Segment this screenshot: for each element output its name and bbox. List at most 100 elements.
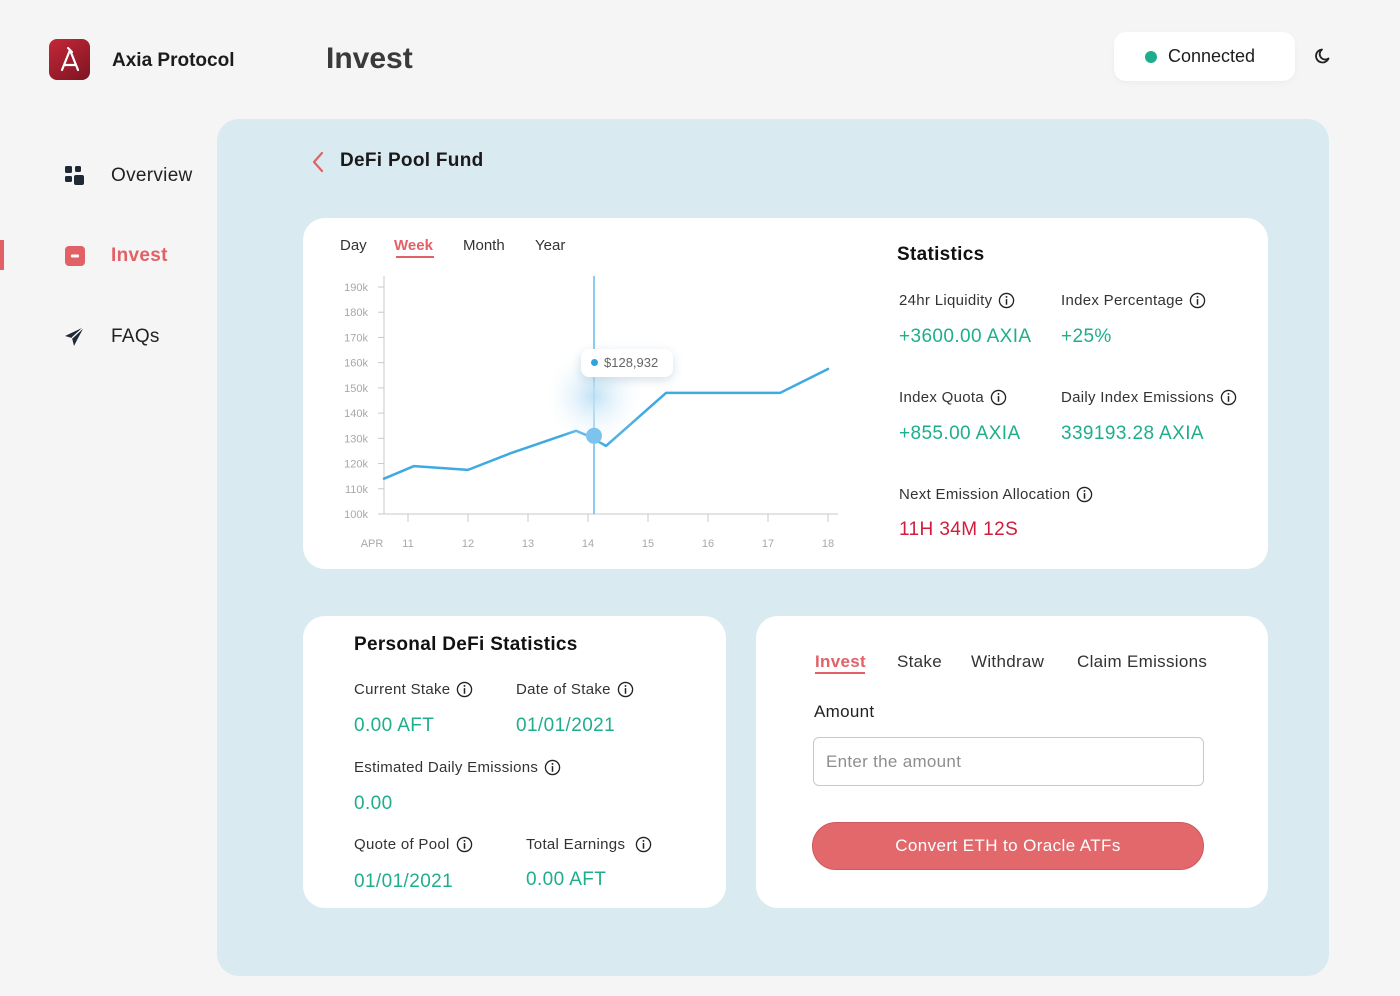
convert-button[interactable]: Convert ETH to Oracle ATFs bbox=[812, 822, 1204, 870]
daily-emissions-label: Daily Index Emissions bbox=[1061, 389, 1237, 406]
total-earnings-label: Total Earnings bbox=[526, 836, 652, 853]
x-tick-label: APR bbox=[361, 538, 384, 550]
x-tick-label: 13 bbox=[522, 538, 534, 550]
liquidity-label: 24hr Liquidity bbox=[899, 292, 1015, 309]
x-tick-label: 15 bbox=[642, 538, 654, 550]
sidebar-item-label: FAQs bbox=[111, 326, 160, 347]
y-tick-label: 110k bbox=[345, 484, 369, 496]
tab-week[interactable]: Week bbox=[394, 237, 433, 254]
quote-of-pool-label-text: Quote of Pool bbox=[354, 836, 450, 853]
x-tick-label: 16 bbox=[702, 538, 714, 550]
next-emission-label-text: Next Emission Allocation bbox=[899, 486, 1071, 503]
y-tick-label: 160k bbox=[344, 358, 368, 370]
index-percentage-value: +25% bbox=[1061, 326, 1112, 347]
index-quota-label-text: Index Quota bbox=[899, 389, 985, 406]
active-tab-underline bbox=[396, 256, 434, 258]
x-tick-label: 18 bbox=[822, 538, 834, 550]
info-icon[interactable] bbox=[544, 759, 561, 776]
chart-card bbox=[303, 218, 1268, 569]
y-tick-label: 100k bbox=[344, 509, 368, 521]
tooltip-dot bbox=[591, 359, 598, 366]
tab-claim-emissions[interactable]: Claim Emissions bbox=[1077, 652, 1208, 671]
tooltip-value: $128,932 bbox=[604, 355, 659, 370]
price-chart[interactable]: 100k 110k 120k 130k 140k 150k 160k 170k 180k 190k… bbox=[320, 268, 860, 568]
sidebar-item-invest[interactable]: Invest bbox=[0, 235, 215, 275]
y-tick-label: 180k bbox=[344, 307, 368, 319]
back-chevron-icon[interactable] bbox=[311, 151, 325, 173]
liquidity-label-text: 24hr Liquidity bbox=[899, 292, 993, 309]
next-emission-label: Next Emission Allocation bbox=[899, 486, 1093, 503]
app-name: Axia Protocol bbox=[112, 50, 235, 71]
date-of-stake-label-text: Date of Stake bbox=[516, 681, 611, 698]
current-stake-value: 0.00 AFT bbox=[354, 715, 435, 736]
info-icon[interactable] bbox=[456, 836, 473, 853]
current-stake-label-text: Current Stake bbox=[354, 681, 451, 698]
connection-status[interactable]: Connected bbox=[1114, 32, 1295, 81]
chart-tooltip: $128,932 bbox=[581, 349, 673, 377]
x-tick-label: 12 bbox=[462, 538, 474, 550]
index-quota-value: +855.00 AXIA bbox=[899, 423, 1021, 444]
info-icon[interactable] bbox=[1220, 389, 1237, 406]
sidebar-item-label: Overview bbox=[111, 165, 193, 186]
est-daily-emissions-value: 0.00 bbox=[354, 793, 393, 814]
fund-title: DeFi Pool Fund bbox=[340, 150, 484, 171]
info-icon[interactable] bbox=[1189, 292, 1206, 309]
tab-withdraw[interactable]: Withdraw bbox=[971, 652, 1045, 671]
sidebar-item-faqs[interactable]: FAQs bbox=[0, 316, 215, 356]
y-tick-label: 130k bbox=[344, 433, 368, 445]
daily-emissions-value: 339193.28 AXIA bbox=[1061, 423, 1204, 444]
current-stake-label: Current Stake bbox=[354, 681, 473, 698]
y-tick-label: 140k bbox=[344, 408, 368, 420]
date-of-stake-label: Date of Stake bbox=[516, 681, 634, 698]
info-icon[interactable] bbox=[635, 836, 652, 853]
index-percentage-label-text: Index Percentage bbox=[1061, 292, 1184, 309]
x-tick-label: 14 bbox=[582, 538, 594, 550]
quote-of-pool-value: 01/01/2021 bbox=[354, 871, 454, 892]
index-quota-label: Index Quota bbox=[899, 389, 1007, 406]
info-icon[interactable] bbox=[990, 389, 1007, 406]
highlight-point bbox=[586, 427, 602, 444]
amount-input[interactable] bbox=[813, 737, 1204, 786]
statistics-title: Statistics bbox=[897, 244, 985, 265]
y-tick-label: 170k bbox=[344, 332, 368, 344]
y-tick-label: 190k bbox=[344, 282, 368, 294]
sidebar-active-indicator bbox=[0, 240, 4, 270]
tab-day[interactable]: Day bbox=[340, 237, 367, 254]
wallet-icon bbox=[65, 246, 85, 266]
est-daily-emissions-label-text: Estimated Daily Emissions bbox=[354, 759, 539, 776]
x-tick-label: 11 bbox=[402, 538, 413, 550]
info-icon[interactable] bbox=[456, 681, 473, 698]
active-tab-underline bbox=[815, 672, 865, 674]
y-tick-label: 150k bbox=[344, 383, 368, 395]
tab-year[interactable]: Year bbox=[535, 237, 566, 254]
amount-label: Amount bbox=[814, 702, 875, 721]
y-tick-label: 120k bbox=[344, 459, 368, 471]
quote-of-pool-label: Quote of Pool bbox=[354, 836, 473, 853]
info-icon[interactable] bbox=[1076, 486, 1093, 503]
info-icon[interactable] bbox=[998, 292, 1015, 309]
page-title: Invest bbox=[326, 42, 413, 75]
logo-icon bbox=[60, 47, 80, 72]
personal-stats-title: Personal DeFi Statistics bbox=[354, 634, 578, 655]
connection-label: Connected bbox=[1168, 46, 1256, 66]
personal-stats-card bbox=[303, 616, 726, 908]
tab-invest[interactable]: Invest bbox=[815, 652, 866, 671]
tab-month[interactable]: Month bbox=[463, 237, 505, 254]
total-earnings-value: 0.00 AFT bbox=[526, 869, 607, 890]
sidebar-item-overview[interactable]: Overview bbox=[0, 155, 215, 195]
date-of-stake-value: 01/01/2021 bbox=[516, 715, 616, 736]
next-emission-countdown: 11H 34M 12S bbox=[899, 519, 1019, 540]
paper-plane-icon bbox=[65, 326, 85, 346]
est-daily-emissions-label: Estimated Daily Emissions bbox=[354, 759, 561, 776]
tab-stake[interactable]: Stake bbox=[897, 652, 942, 671]
sidebar-item-label: Invest bbox=[111, 245, 168, 266]
daily-emissions-label-text: Daily Index Emissions bbox=[1061, 389, 1215, 406]
info-icon[interactable] bbox=[617, 681, 634, 698]
moon-icon[interactable] bbox=[1313, 45, 1335, 67]
grid-icon bbox=[65, 166, 84, 185]
status-dot bbox=[1145, 51, 1157, 63]
liquidity-value: +3600.00 AXIA bbox=[899, 326, 1032, 347]
x-tick-label: 17 bbox=[762, 538, 774, 550]
app-logo bbox=[49, 39, 90, 80]
total-earnings-label-text: Total Earnings bbox=[526, 836, 626, 853]
